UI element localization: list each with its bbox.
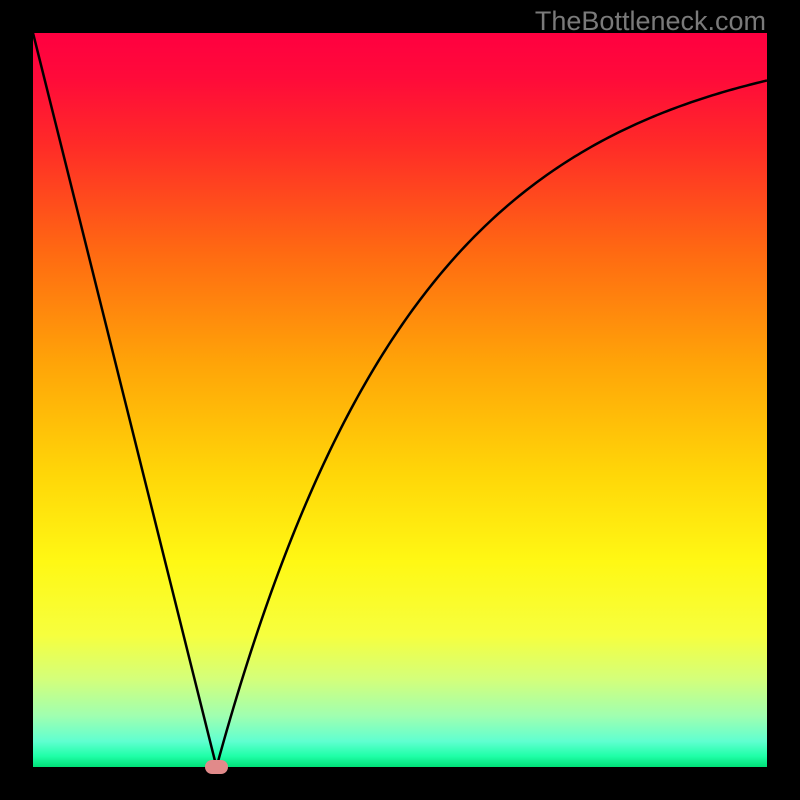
chart-stage: TheBottleneck.com: [0, 0, 800, 800]
plot-area: [33, 33, 767, 767]
bottleneck-chart: [0, 0, 800, 800]
watermark-text: TheBottleneck.com: [535, 6, 766, 37]
optimal-point-marker: [205, 760, 228, 774]
